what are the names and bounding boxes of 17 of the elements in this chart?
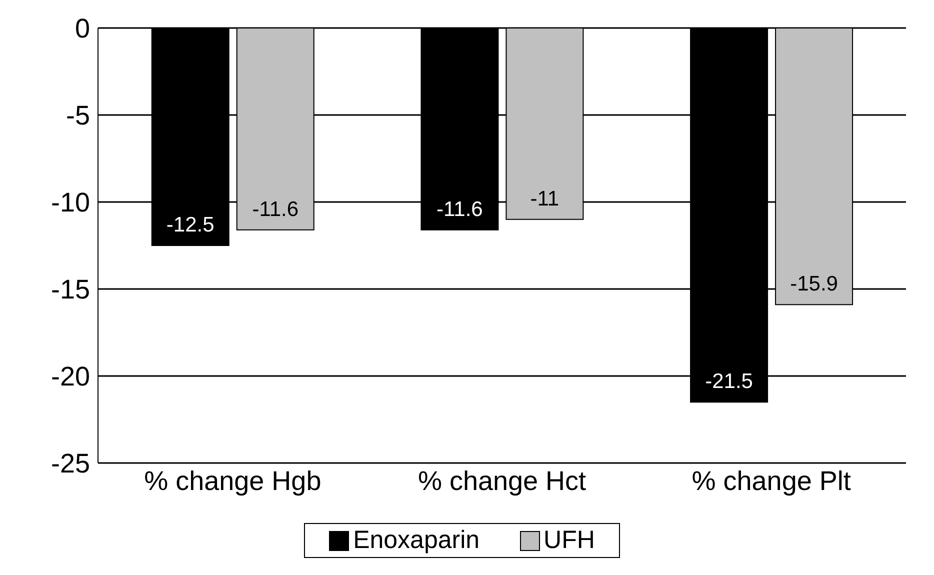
legend-label: Enoxaparin <box>353 526 480 555</box>
data-label: -15.9 <box>790 272 838 296</box>
y-tick-label: -10 <box>50 188 90 218</box>
data-label: -11.6 <box>436 198 483 221</box>
data-label: -11.6 <box>252 198 299 221</box>
y-tick-label: -25 <box>50 448 90 479</box>
y-tick-label: 0 <box>74 14 90 44</box>
y-tick-label: -5 <box>66 100 90 131</box>
data-label: -11 <box>530 187 560 210</box>
data-label: -12.5 <box>166 214 214 236</box>
legend-label: UFH <box>544 526 595 555</box>
x-tick-label: % change Hct <box>418 466 587 496</box>
y-tick-label: -15 <box>50 274 90 305</box>
y-tick-label: -20 <box>50 362 90 392</box>
x-tick-label: % change Plt <box>692 466 852 496</box>
data-label: -21.5 <box>705 370 753 394</box>
x-tick-label: % change Hgb <box>144 466 322 496</box>
